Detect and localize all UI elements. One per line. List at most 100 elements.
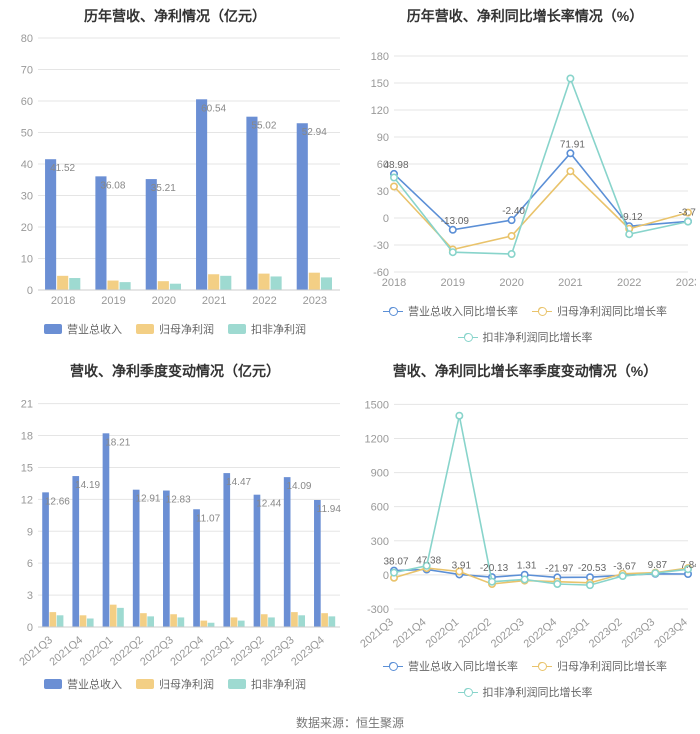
svg-text:2021Q3: 2021Q3	[358, 616, 396, 649]
svg-text:14.09: 14.09	[286, 481, 311, 492]
chart3-title: 营收、净利季度变动情况（亿元）	[4, 361, 346, 381]
svg-text:20: 20	[21, 222, 33, 234]
svg-text:12.66: 12.66	[45, 496, 70, 507]
legend-item: 营业总收入	[44, 321, 122, 337]
svg-text:2023Q3: 2023Q3	[620, 616, 658, 649]
svg-text:30: 30	[377, 186, 389, 198]
svg-text:36.08: 36.08	[100, 180, 125, 191]
panel-chart3: 营收、净利季度变动情况（亿元） 03691215182112.662021Q31…	[0, 355, 350, 710]
svg-text:1500: 1500	[365, 399, 389, 411]
svg-text:0: 0	[383, 213, 389, 225]
svg-text:2019: 2019	[101, 295, 125, 307]
svg-text:-3.78: -3.78	[679, 207, 696, 218]
svg-text:2023Q4: 2023Q4	[289, 634, 327, 667]
legend-item: 归母净利润	[136, 676, 214, 692]
svg-text:55.02: 55.02	[251, 121, 276, 132]
legend-item: 营业总收入同比增长率	[383, 658, 518, 674]
svg-text:150: 150	[371, 78, 389, 90]
legend-item: 营业总收入同比增长率	[383, 303, 518, 319]
chart1-plot: 0102030405060708041.52201836.08201935.21…	[4, 32, 346, 315]
chart4-legend: 营业总收入同比增长率归母净利润同比增长率扣非净利润同比增长率	[354, 658, 696, 700]
svg-text:2022Q3: 2022Q3	[489, 616, 527, 649]
svg-text:60: 60	[21, 96, 33, 108]
legend-item: 归母净利润	[136, 321, 214, 337]
svg-text:2023: 2023	[303, 295, 327, 307]
svg-text:18.21: 18.21	[105, 437, 130, 448]
svg-text:9: 9	[27, 526, 33, 538]
chart3-legend: 营业总收入归母净利润扣非净利润	[4, 676, 346, 692]
svg-text:12.83: 12.83	[166, 495, 191, 506]
chart2-plot: -60-300306090120150180201820192020202120…	[354, 32, 696, 297]
svg-text:2022Q1: 2022Q1	[424, 616, 462, 649]
svg-text:60.54: 60.54	[201, 103, 226, 114]
svg-text:2023Q4: 2023Q4	[652, 616, 690, 649]
svg-text:2020: 2020	[152, 295, 176, 307]
chart4-plot: -3000300600900120015002021Q32021Q42022Q1…	[354, 387, 696, 652]
panel-chart1: 历年营收、净利情况（亿元） 0102030405060708041.522018…	[0, 0, 350, 355]
chart2-title: 历年营收、净利同比增长率情况（%）	[354, 6, 696, 26]
svg-text:14.19: 14.19	[75, 480, 100, 491]
svg-text:-300: -300	[367, 604, 389, 616]
svg-text:47.38: 47.38	[416, 556, 441, 567]
svg-text:41.52: 41.52	[50, 163, 75, 174]
svg-text:3: 3	[27, 590, 33, 602]
svg-text:2023Q1: 2023Q1	[554, 616, 592, 649]
chart4-title: 营收、净利同比增长率季度变动情况（%）	[354, 361, 696, 381]
svg-text:900: 900	[371, 468, 389, 480]
chart-grid: 历年营收、净利情况（亿元） 0102030405060708041.522018…	[0, 0, 700, 710]
svg-text:12: 12	[21, 494, 33, 506]
svg-text:3.91: 3.91	[452, 560, 472, 571]
svg-text:2018: 2018	[382, 277, 406, 289]
chart1-title: 历年营收、净利情况（亿元）	[4, 6, 346, 26]
svg-text:35.21: 35.21	[151, 183, 176, 194]
legend-item: 扣非净利润同比增长率	[458, 684, 593, 700]
svg-text:0: 0	[383, 570, 389, 582]
svg-text:11.07: 11.07	[196, 513, 221, 524]
svg-text:2019: 2019	[441, 277, 465, 289]
svg-text:10: 10	[21, 254, 33, 266]
svg-text:2022: 2022	[617, 277, 641, 289]
legend-item: 扣非净利润	[228, 676, 306, 692]
svg-text:38.07: 38.07	[383, 557, 408, 568]
svg-text:-9.12: -9.12	[620, 212, 643, 223]
svg-text:1.31: 1.31	[517, 561, 537, 572]
svg-text:21: 21	[21, 399, 33, 411]
svg-text:-13.09: -13.09	[441, 216, 470, 227]
data-source-footer: 数据来源：恒生聚源	[0, 710, 700, 731]
svg-text:300: 300	[371, 536, 389, 548]
svg-text:40: 40	[21, 159, 33, 171]
svg-text:-20.13: -20.13	[480, 563, 509, 574]
svg-text:30: 30	[21, 191, 33, 203]
chart2-legend: 营业总收入同比增长率归母净利润同比增长率扣非净利润同比增长率	[354, 303, 696, 345]
svg-text:2023Q2: 2023Q2	[587, 616, 625, 649]
chart1-legend: 营业总收入归母净利润扣非净利润	[4, 321, 346, 337]
legend-item: 扣非净利润	[228, 321, 306, 337]
chart3-plot: 03691215182112.662021Q314.192021Q418.212…	[4, 387, 346, 670]
svg-text:15: 15	[21, 462, 33, 474]
svg-text:120: 120	[371, 105, 389, 117]
svg-text:90: 90	[377, 132, 389, 144]
svg-text:-30: -30	[373, 240, 389, 252]
svg-text:50: 50	[21, 128, 33, 140]
svg-text:180: 180	[371, 51, 389, 63]
svg-text:-20.53: -20.53	[578, 563, 607, 574]
svg-text:12.91: 12.91	[135, 494, 160, 505]
legend-item: 归母净利润同比增长率	[532, 303, 667, 319]
svg-text:0: 0	[27, 285, 33, 297]
svg-text:-21.97: -21.97	[545, 563, 574, 574]
panel-chart4: 营收、净利同比增长率季度变动情况（%） -3000300600900120015…	[350, 355, 700, 710]
svg-text:2023: 2023	[676, 277, 696, 289]
svg-text:2022Q2: 2022Q2	[456, 616, 494, 649]
svg-text:6: 6	[27, 558, 33, 570]
svg-text:-2.40: -2.40	[502, 206, 525, 217]
panel-chart2: 历年营收、净利同比增长率情况（%） -60-300306090120150180…	[350, 0, 700, 355]
svg-text:9.87: 9.87	[648, 560, 668, 571]
svg-text:14.47: 14.47	[226, 477, 251, 488]
svg-text:2018: 2018	[51, 295, 75, 307]
svg-text:7.84: 7.84	[680, 560, 696, 571]
svg-text:0: 0	[27, 622, 33, 634]
svg-text:11.94: 11.94	[317, 504, 342, 515]
svg-text:1200: 1200	[365, 433, 389, 445]
svg-text:2021: 2021	[558, 277, 582, 289]
svg-text:2022Q4: 2022Q4	[522, 616, 560, 649]
